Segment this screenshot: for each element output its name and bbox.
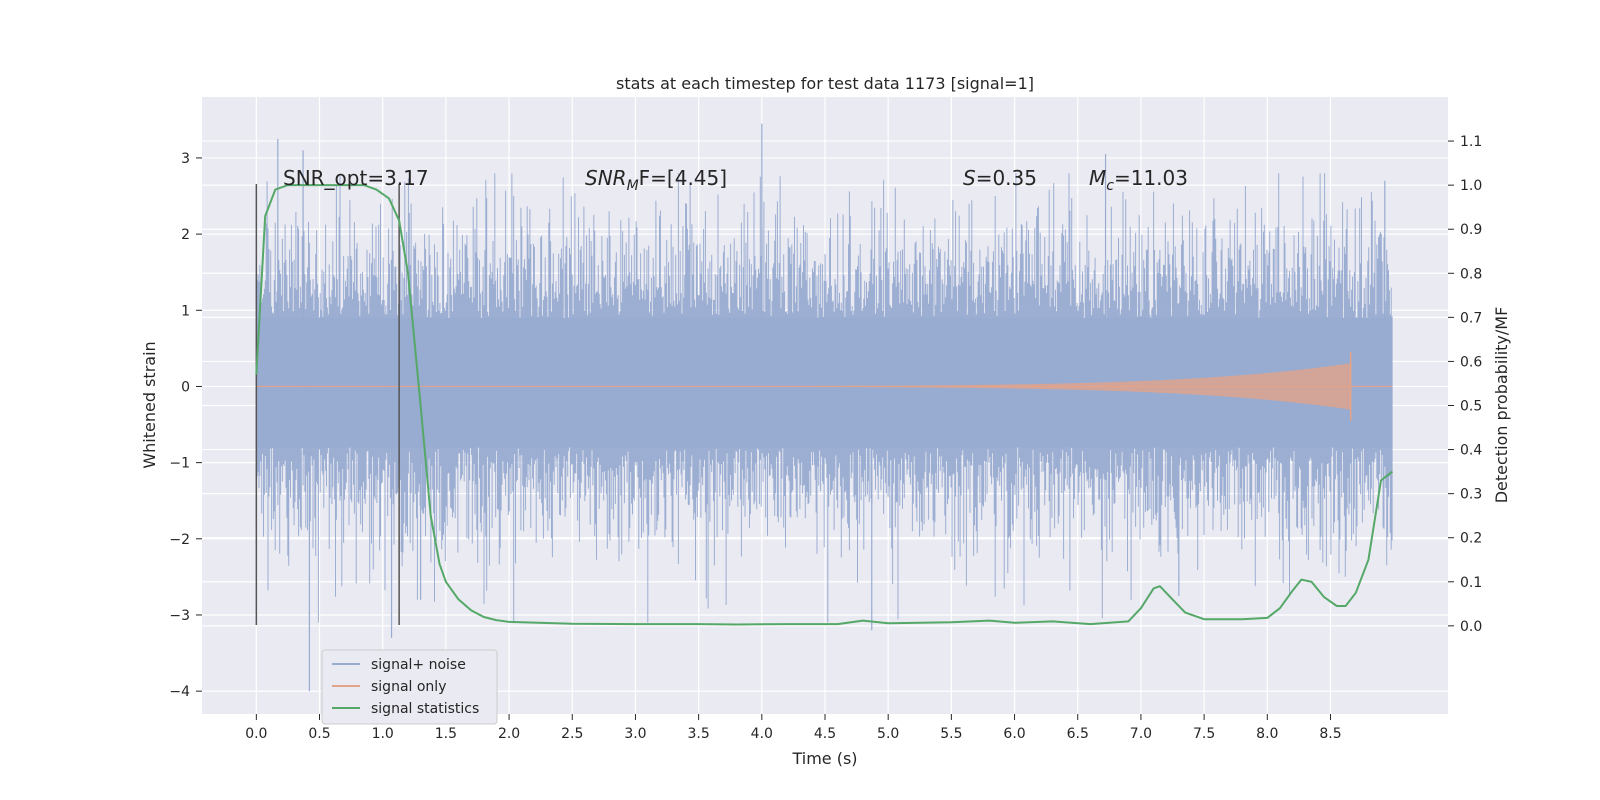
event-markers <box>255 184 400 625</box>
x-tick-label: 5.5 <box>940 726 962 742</box>
y-right-tick-label: 0.7 <box>1460 310 1482 326</box>
x-tick-label: 3.0 <box>624 726 646 742</box>
x-tick-label: 0.0 <box>245 726 267 742</box>
x-axis-ticks: 0.0 0.5 1.0 1.5 2.0 2.5 3.0 3.5 4.0 4.5 5.0 5.5 6.0 6… <box>245 714 1342 742</box>
signal-only-series <box>256 352 1393 421</box>
x-tick-label: 8.5 <box>1319 726 1341 742</box>
x-tick-label: 5.0 <box>877 726 899 742</box>
y-axis-ticks: −4 −3 −2 −1 0 1 2 3 <box>169 151 202 700</box>
y-right-tick-label: 0.9 <box>1460 222 1482 238</box>
y-right-tick-label: 0.6 <box>1460 354 1482 370</box>
y-right-tick-label: 0.5 <box>1460 399 1482 415</box>
signal-statistics-line <box>255 184 1394 626</box>
x-tick-label: 4.0 <box>751 726 773 742</box>
x-tick-label: 2.5 <box>561 726 583 742</box>
y-right-tick-label: 0.3 <box>1460 487 1482 503</box>
legend-label-signal-only: signal only <box>371 679 446 695</box>
legend-box <box>321 649 498 725</box>
annotation-snr-mf: SNRMF=[4.45] <box>585 166 727 194</box>
y-right-tick-label: 1.1 <box>1460 134 1482 150</box>
y-tick-label: −1 <box>169 456 190 472</box>
x-tick-label: 3.5 <box>687 726 709 742</box>
y-right-tick-label: 0.4 <box>1460 443 1482 459</box>
y-tick-label: 0 <box>181 379 190 395</box>
x-axis-label: Time (s) <box>791 749 857 768</box>
x-tick-label: 1.0 <box>372 726 394 742</box>
y-right-tick-label: 0.0 <box>1460 619 1482 635</box>
x-tick-label: 4.5 <box>814 726 836 742</box>
signal-statistics-series <box>255 184 1394 626</box>
annotation-snr-opt: SNR_opt=3.17 <box>283 166 429 190</box>
x-tick-label: 1.5 <box>435 726 457 742</box>
legend-label-signal-plus-noise: signal+ noise <box>371 657 466 673</box>
annotation-mc: Mc=11.03 <box>1089 166 1188 194</box>
x-tick-label: 6.0 <box>1003 726 1025 742</box>
chart-title: stats at each timestep for test data 117… <box>616 74 1034 93</box>
y-right-tick-label: 0.2 <box>1460 531 1482 547</box>
y-tick-label: −4 <box>169 684 190 700</box>
y-axis-right-ticks: 0.0 0.1 0.2 0.3 0.4 0.5 0.6 0.7 0.8 0.9 1.0 1.1 <box>1448 134 1482 635</box>
x-tick-label: 6.5 <box>1067 726 1089 742</box>
y-tick-label: 3 <box>181 151 190 167</box>
y-right-tick-label: 1.0 <box>1460 178 1482 194</box>
x-tick-label: 8.0 <box>1256 726 1278 742</box>
y-tick-label: −2 <box>169 532 190 548</box>
y-axis-label: Whitened strain <box>140 341 159 468</box>
legend: signal+ noise signal only signal statist… <box>321 649 498 725</box>
y-right-tick-label: 0.8 <box>1460 266 1482 282</box>
annotation-s: S=0.35 <box>963 166 1037 190</box>
y-tick-label: 1 <box>181 303 190 319</box>
y-tick-label: −3 <box>169 608 190 624</box>
x-tick-label: 2.0 <box>498 726 520 742</box>
y-right-tick-label: 0.1 <box>1460 575 1482 591</box>
legend-label-signal-statistics: signal statistics <box>371 701 479 717</box>
x-tick-label: 7.0 <box>1130 726 1152 742</box>
y-tick-label: 2 <box>181 227 190 243</box>
x-tick-label: 0.5 <box>308 726 330 742</box>
x-tick-label: 7.5 <box>1193 726 1215 742</box>
y-axis-right-label: Detection probability/MF <box>1492 307 1511 504</box>
